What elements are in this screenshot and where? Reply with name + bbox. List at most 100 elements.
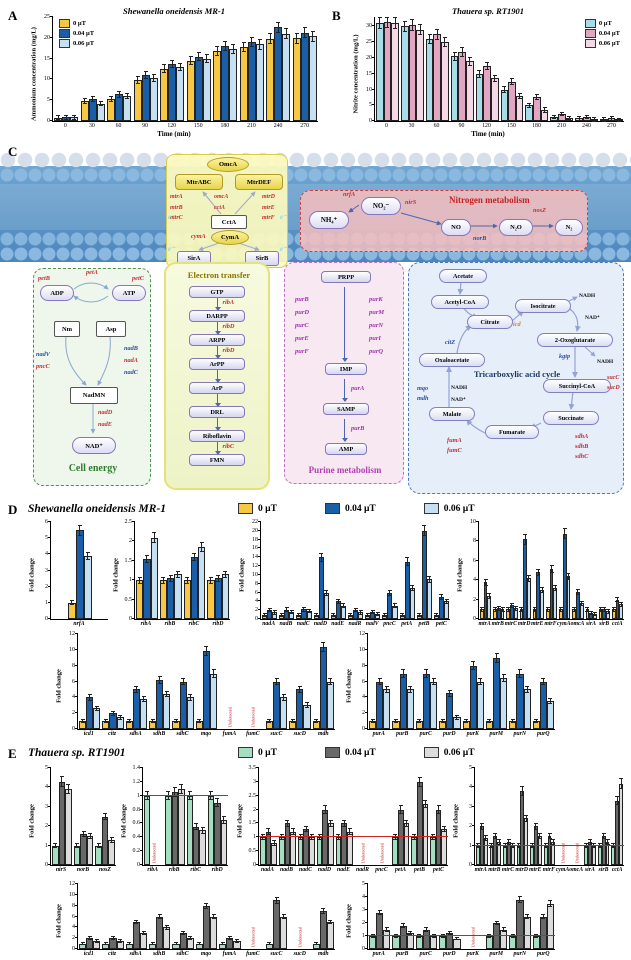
error-bar (85, 551, 90, 561)
tca-node-malate: Malate (429, 407, 475, 421)
x-tick-label: ribD (212, 621, 224, 627)
x-tick-label: ribA (147, 867, 159, 873)
x-tick-label: purM (489, 951, 504, 957)
error-bar (175, 570, 180, 579)
error-bar (284, 28, 289, 40)
bar-group-icd1 (78, 634, 101, 729)
error-bar (69, 600, 74, 606)
bar-group-omcA (571, 522, 584, 619)
bar-group-nadB (278, 522, 295, 619)
bar (308, 36, 317, 121)
error-bar (135, 76, 140, 85)
x-tick-label: nadE (331, 621, 345, 627)
error-bar (547, 832, 552, 840)
bar-group-nadD (316, 768, 335, 865)
error-bar (298, 834, 303, 841)
y-tick-label: 8 (362, 662, 365, 669)
bar-group-purQ (532, 634, 555, 729)
bar (458, 51, 466, 121)
legend-item: 0 µT (584, 19, 620, 28)
error-bar (81, 830, 86, 838)
x-tick-label: sucC (270, 731, 283, 737)
legend-item: 0.06 µT (423, 747, 475, 758)
y-axis-label: Fold change (28, 558, 36, 592)
y-tick-label: 1.2 (132, 778, 141, 785)
bar (65, 789, 72, 865)
error-bar (382, 612, 387, 617)
error-bar (553, 584, 558, 592)
bar-group-purA (368, 634, 391, 729)
bar (485, 936, 493, 949)
legend-label: 0.06 µT (443, 747, 475, 758)
bar (376, 912, 384, 949)
legend-swatch (584, 29, 596, 38)
error-bar (517, 92, 522, 100)
bar-group-30 (80, 17, 107, 121)
error-bar (517, 669, 522, 678)
legend-swatch (59, 39, 70, 48)
bar-group-mtrD (516, 768, 530, 865)
bar-group-nadA (259, 768, 278, 865)
x-tick-label: purD (442, 731, 456, 737)
bar (422, 804, 429, 865)
bar-group-nadD (313, 522, 330, 619)
x-tick-label: 60 (115, 123, 122, 129)
y-tick-label: 30 (366, 23, 372, 30)
bar-group-sdhC (171, 634, 194, 729)
y-tick-label: 5 (469, 765, 472, 771)
error-bar (393, 934, 398, 938)
y-tick-label: 4 (45, 784, 48, 791)
x-tick-label: mtrE (529, 867, 542, 873)
error-bar (424, 669, 429, 678)
arrow-down-icon: ribD (214, 322, 234, 335)
bar (326, 921, 334, 949)
y-axis-label: Fold change (345, 669, 353, 703)
bar-group-mtrD (519, 522, 532, 619)
error-bar (307, 608, 312, 614)
bar (207, 580, 215, 619)
x-tick-label: norB (76, 867, 90, 873)
bar (186, 697, 194, 729)
error-bar (542, 107, 547, 113)
legend-label: 0.06 µT (598, 40, 620, 47)
error-bar (417, 612, 422, 617)
x-tick-label: purC (419, 731, 432, 737)
error-bar (536, 568, 541, 577)
error-bar (188, 936, 193, 941)
error-bar (525, 913, 530, 920)
y-tick-label: 0 (72, 946, 75, 952)
error-bar (281, 694, 286, 701)
x-tick-label: sirB (599, 621, 610, 627)
electron-icon: e⁻ (280, 245, 287, 253)
bar-group-cymA (558, 522, 571, 619)
y-tick-label: 5 (45, 535, 48, 542)
plot-area: 0 1 2 3 4 5 6 (45, 519, 108, 622)
error-bar (211, 913, 216, 920)
error-bar (266, 828, 271, 836)
x-tick-label: fumC (246, 731, 260, 737)
error-bar (181, 930, 186, 935)
bar (539, 916, 547, 949)
x-tick-label: sirA (586, 621, 596, 627)
legend-item: 0 µT (238, 503, 277, 514)
bar (150, 537, 158, 619)
error-bar (619, 601, 624, 608)
error-bar (619, 778, 624, 790)
error-bar (444, 598, 449, 605)
error-bar (87, 694, 92, 701)
tca-node-succinyl-coa: Succinyl-CoA (543, 379, 611, 393)
bar-group-nadR: Undetected (354, 768, 373, 865)
error-bar (427, 575, 432, 583)
y-tick-label: 6 (45, 519, 48, 525)
bar-group-citz (101, 634, 124, 729)
bar (149, 77, 158, 121)
bar-group-icd1 (78, 884, 101, 949)
error-bar (267, 718, 272, 724)
bar-group-120 (475, 17, 500, 121)
tca-node-2-oxoglutarate: 2-Oxoglutarate (537, 333, 613, 347)
pathway-node-samp: SAMP (323, 403, 369, 415)
x-tick-label: 150 (507, 123, 516, 129)
molecule-n2: N₂ (555, 219, 583, 236)
y-tick-label: 2 (362, 920, 365, 926)
error-bar (309, 834, 314, 841)
